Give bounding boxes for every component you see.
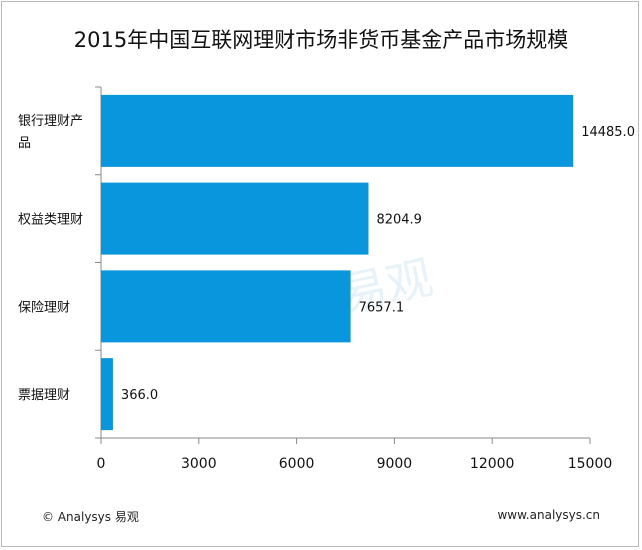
x-tick-label: 0 — [97, 456, 106, 472]
x-tick-label: 9000 — [377, 456, 413, 472]
bar-3 — [101, 270, 351, 343]
x-tick-label: 12000 — [470, 456, 515, 472]
x-tick-label: 6000 — [279, 456, 315, 472]
data-label: 366.0 — [121, 388, 158, 403]
bar-1 — [101, 94, 574, 167]
category-label: 票据理财 — [18, 388, 70, 403]
data-label: 8204.9 — [376, 213, 422, 228]
x-tick-label: 15000 — [568, 456, 613, 472]
bar-4 — [101, 358, 113, 431]
x-tick-label: 3000 — [181, 456, 217, 472]
bar-2 — [101, 182, 369, 255]
category-label: 权益类理财 — [18, 212, 83, 228]
category-label: 保险理财 — [18, 300, 70, 315]
data-label: 7657.1 — [359, 300, 405, 315]
category-label: 银行理财产 — [18, 114, 83, 129]
data-label: 14485.0 — [581, 125, 635, 140]
footer-copyright: © Analysys 易观 — [42, 510, 139, 524]
category-label: 品 — [18, 136, 31, 151]
footer-url: www.analysys.cn — [497, 508, 600, 522]
chart-title: 2015年中国互联网理财市场非货币基金产品市场规模 — [73, 28, 569, 52]
